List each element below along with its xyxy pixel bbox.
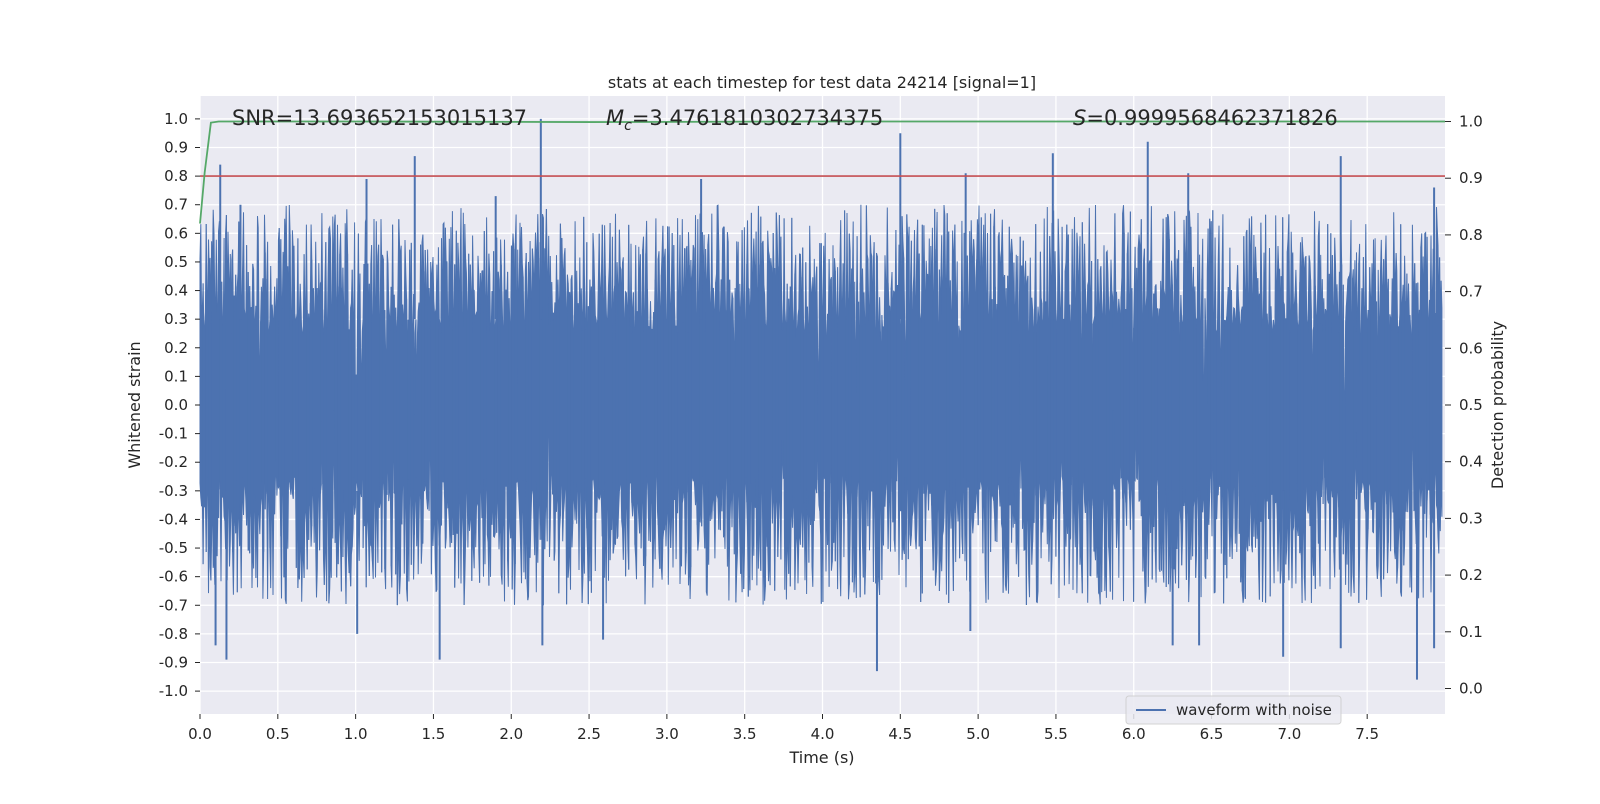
y-tick-label: -0.6: [159, 568, 188, 586]
x-tick-label: 1.0: [344, 725, 368, 743]
legend: waveform with noise: [1125, 695, 1342, 725]
y-tick-label: 0.2: [164, 339, 188, 357]
y-right-axis-label: Detection probability: [1488, 321, 1507, 489]
mc-symbol: M: [606, 106, 624, 130]
x-tick-label: 3.5: [733, 725, 757, 743]
y-tick-label: -0.4: [159, 510, 188, 528]
y-right-tick-label: 0.6: [1459, 339, 1483, 357]
s-symbol: S: [1073, 106, 1086, 130]
y-tick-label: -0.8: [159, 625, 188, 643]
x-tick-label: 4.0: [811, 725, 835, 743]
snr-annotation: SNR=13.693652153015137: [232, 106, 527, 130]
x-axis-label: Time (s): [788, 748, 854, 767]
y-tick-label: 0.8: [164, 167, 188, 185]
chart-title: stats at each timestep for test data 242…: [608, 73, 1036, 92]
x-tick-label: 6.5: [1200, 725, 1224, 743]
y-tick-label: -0.9: [159, 654, 188, 672]
x-tick-label: 5.5: [1044, 725, 1068, 743]
x-tick-label: 2.0: [499, 725, 523, 743]
x-tick-label: 0.5: [266, 725, 290, 743]
y-tick-label: -0.3: [159, 482, 188, 500]
y-tick-label: 0.4: [164, 282, 188, 300]
y-right-tick-label: 0.3: [1459, 509, 1483, 527]
y-right-tick-label: 0.1: [1459, 623, 1483, 641]
x-tick-label: 1.5: [422, 725, 446, 743]
y-right-tick-label: 0.8: [1459, 226, 1483, 244]
series-layer: [199, 118, 1445, 680]
x-tick-label: 7.0: [1277, 725, 1301, 743]
legend-box: [1125, 695, 1342, 725]
detection-probability-line: [199, 120, 1445, 224]
y-tick-label: 0.0: [164, 396, 188, 414]
score-annotation: S=0.9999568462371826: [1073, 106, 1338, 130]
y-tick-label: 0.5: [164, 253, 188, 271]
y-tick-label: -0.2: [159, 453, 188, 471]
y-tick-label: 0.3: [164, 310, 188, 328]
y-right-tick-label: 0.2: [1459, 566, 1483, 584]
y-tick-label: 0.1: [164, 367, 188, 385]
y-tick-label: -0.5: [159, 539, 188, 557]
y-right-tick-label: 1.0: [1459, 113, 1483, 131]
y-axis-label: Whitened strain: [125, 341, 144, 468]
y-right-tick-label: 0.7: [1459, 283, 1483, 301]
x-tick-label: 7.5: [1355, 725, 1379, 743]
y-right-tick-label: 0.5: [1459, 396, 1483, 414]
legend-label: waveform with noise: [1176, 701, 1332, 719]
y-axis-ticks: 1.0 0.9 0.8 0.7 0.6 0.5 0.4 0.3 0.2 0.1 0.0 -0.1 -0.…: [159, 110, 200, 700]
s-value: =0.9999568462371826: [1086, 106, 1337, 130]
x-tick-label: 3.0: [655, 725, 679, 743]
y-tick-label: 1.0: [164, 110, 188, 128]
y-tick-label: -0.7: [159, 596, 188, 614]
y-tick-label: 0.6: [164, 224, 188, 242]
x-tick-label: 6.0: [1122, 725, 1146, 743]
y-right-tick-label: 0.9: [1459, 169, 1483, 187]
x-tick-label: 5.0: [966, 725, 990, 743]
y-tick-label: 0.7: [164, 196, 188, 214]
x-tick-label: 2.5: [577, 725, 601, 743]
chirp-mass-annotation: Mc=3.4761810302734375: [606, 106, 883, 134]
y-right-tick-label: 0.0: [1459, 679, 1483, 697]
y-tick-label: -0.1: [159, 425, 188, 443]
mc-subscript: c: [624, 118, 632, 134]
mc-value: =3.4761810302734375: [632, 106, 883, 130]
x-tick-label: 4.5: [888, 725, 912, 743]
y-tick-label: 0.9: [164, 139, 188, 157]
y-tick-label: -1.0: [159, 682, 188, 700]
y-right-axis-ticks: 1.0 0.9 0.8 0.7 0.6 0.5 0.4 0.3 0.2 0.1 0.0: [1445, 113, 1483, 697]
x-axis-ticks: 0.0 0.5 1.0 1.5 2.0 2.5 3.0 3.5 4.0 4.5 5.0 5.5 6.0 6…: [188, 714, 1379, 743]
y-right-tick-label: 0.4: [1459, 453, 1483, 471]
x-tick-label: 0.0: [188, 725, 212, 743]
